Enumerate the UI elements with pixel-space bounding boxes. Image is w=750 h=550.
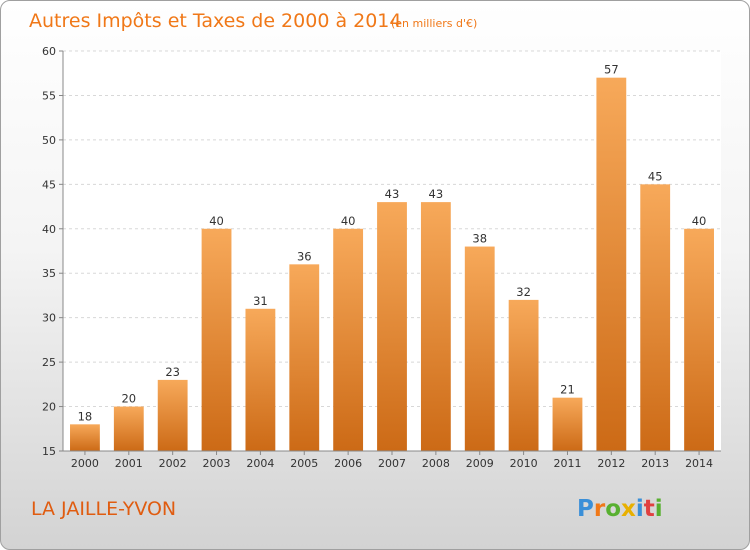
- x-tick-label: 2005: [290, 457, 318, 470]
- data-label: 43: [429, 187, 444, 201]
- x-tick-label: 2009: [466, 457, 494, 470]
- bar-2007: [377, 202, 407, 451]
- x-tick-label: 2013: [641, 457, 669, 470]
- y-tick-label: 55: [42, 89, 56, 102]
- y-tick-label: 40: [42, 223, 56, 236]
- x-tick-label: 2012: [597, 457, 625, 470]
- y-tick-label: 25: [42, 356, 56, 369]
- chart-subtitle: (en milliers d'€): [391, 17, 477, 30]
- data-label: 40: [341, 214, 356, 228]
- data-label: 18: [78, 409, 93, 423]
- axes: 15 20 25 30 35 40 45 50 55 60 2000 2001 2002 2003 2004…: [42, 45, 721, 470]
- bar-2008: [420, 202, 451, 451]
- bar-2010: [508, 299, 539, 451]
- bar-2014: [684, 228, 714, 451]
- data-label: 40: [692, 214, 707, 228]
- x-tick-label: 2001: [115, 457, 143, 470]
- y-tick-label: 60: [42, 45, 56, 58]
- x-tick-label: 2002: [159, 457, 187, 470]
- bars: 18 20 23 40 31 36 40 43 43 38 32 21 57 45 40: [70, 63, 714, 452]
- x-tick-label: 2000: [71, 457, 99, 470]
- data-label: 31: [253, 294, 268, 308]
- y-tick-label: 15: [42, 445, 56, 458]
- data-label: 57: [604, 63, 619, 77]
- bar-2002: [157, 379, 188, 451]
- bar-2004: [245, 308, 276, 451]
- y-tick-label: 35: [42, 267, 56, 280]
- y-tick-label: 50: [42, 134, 56, 147]
- data-label: 38: [472, 232, 487, 246]
- y-tick-label: 30: [42, 312, 56, 325]
- data-label: 23: [165, 365, 180, 379]
- y-tick-label: 20: [42, 401, 56, 414]
- data-label: 20: [121, 392, 136, 406]
- bar-2001: [113, 406, 144, 451]
- bar-2009: [464, 246, 495, 451]
- x-tick-label: 2006: [334, 457, 362, 470]
- data-label: 32: [516, 285, 531, 299]
- bar-2000: [70, 424, 100, 451]
- x-tick-label: 2011: [553, 457, 581, 470]
- data-label: 43: [385, 187, 400, 201]
- x-tick-label: 2014: [685, 457, 713, 470]
- data-label: 40: [209, 214, 224, 228]
- city-name: LA JAILLE-YVON: [31, 498, 176, 520]
- x-tick-label: 2008: [422, 457, 450, 470]
- bar-2013: [640, 184, 671, 452]
- data-label: 36: [297, 249, 312, 263]
- data-label: 21: [560, 383, 575, 397]
- bar-2006: [333, 228, 364, 451]
- bar-2003: [201, 228, 232, 451]
- x-tick-label: 2010: [510, 457, 538, 470]
- chart-title: Autres Impôts et Taxes de 2000 à 2014: [29, 10, 402, 32]
- bar-2005: [289, 264, 320, 451]
- proxiti-logo: Proxiti: [577, 496, 663, 522]
- bar-2011: [552, 397, 583, 451]
- bar-2012: [596, 77, 627, 452]
- y-tick-label: 45: [42, 178, 56, 191]
- x-tick-label: 2007: [378, 457, 406, 470]
- x-tick-label: 2003: [203, 457, 231, 470]
- x-tick-label: 2004: [246, 457, 274, 470]
- data-label: 45: [648, 169, 663, 183]
